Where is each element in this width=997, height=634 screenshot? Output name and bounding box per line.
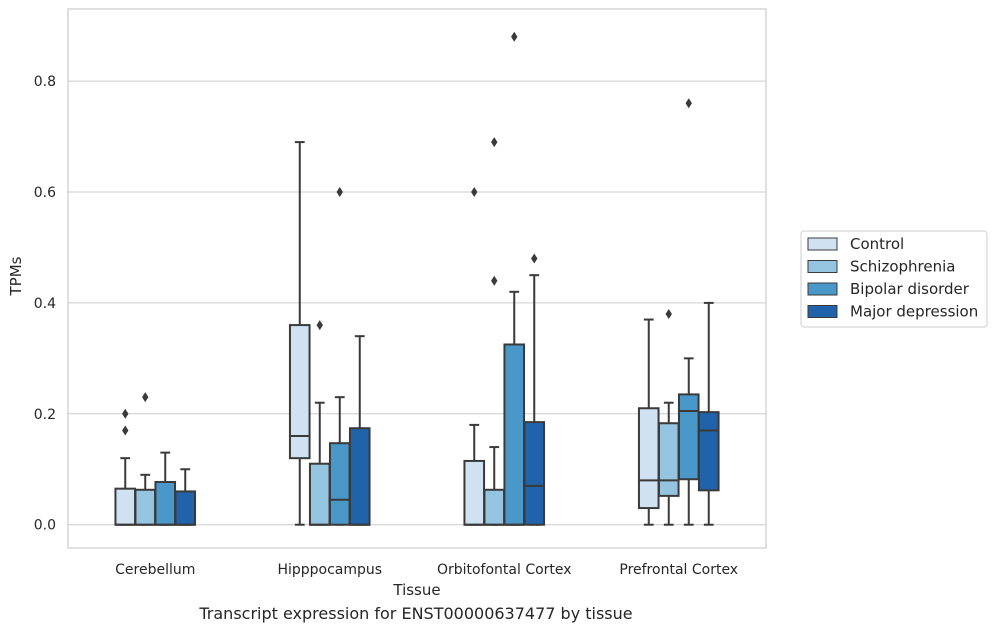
box-major-depression xyxy=(174,468,197,526)
plot-frame xyxy=(67,8,767,549)
box-bipolar-disorder xyxy=(154,451,177,526)
box-iqr xyxy=(657,422,680,497)
box-iqr xyxy=(328,442,351,526)
box-iqr xyxy=(154,481,177,526)
box-iqr xyxy=(677,393,700,481)
x-axis-ticks: Cerebellum Hipppocampus Orbitofontal Corte… xyxy=(115,562,738,578)
box-iqr xyxy=(523,421,546,526)
box-major-depression xyxy=(697,301,720,526)
figure-caption: Transcript expression for ENST0000063747… xyxy=(199,604,633,623)
legend-label: Major depression xyxy=(850,303,978,321)
x-axis-label: Tissue xyxy=(392,581,440,599)
box-iqr xyxy=(134,488,157,526)
box-iqr xyxy=(114,487,137,526)
x-tick-label: Orbitofontal Cortex xyxy=(437,562,572,578)
legend-swatch xyxy=(807,237,838,251)
outlier-point xyxy=(471,186,478,197)
x-tick-label: Hipppocampus xyxy=(277,562,382,578)
box-iqr xyxy=(308,462,331,526)
outlier-point xyxy=(122,408,129,419)
y-tick-label: 0.2 xyxy=(34,407,56,423)
box-schizophrenia xyxy=(308,320,331,526)
box-iqr xyxy=(463,459,486,526)
outlier-point xyxy=(316,320,323,331)
x-tick-label: Prefrontal Cortex xyxy=(619,562,738,578)
outlier-point xyxy=(122,425,129,436)
y-tick-label: 0.6 xyxy=(34,185,56,201)
box-control xyxy=(114,408,137,526)
box-control xyxy=(637,318,660,526)
box-schizophrenia xyxy=(483,137,506,526)
box-iqr xyxy=(348,427,371,526)
outlier-point xyxy=(491,275,498,286)
outlier-point xyxy=(511,31,518,42)
box-schizophrenia xyxy=(134,392,157,526)
box-iqr xyxy=(288,324,311,460)
box-iqr xyxy=(697,411,720,492)
box-control xyxy=(288,141,311,526)
y-tick-label: 0.0 xyxy=(34,518,56,534)
outlier-point xyxy=(531,253,538,264)
outlier-point xyxy=(685,98,692,109)
legend-frame xyxy=(800,230,988,328)
legend: Control Schizophrenia Bipolar disorder Majo… xyxy=(800,230,988,328)
box-iqr xyxy=(503,343,526,526)
legend-swatch xyxy=(807,260,838,273)
legend-label: Bipolar disorder xyxy=(850,280,970,298)
legend-swatch xyxy=(807,282,838,296)
box-control xyxy=(463,186,486,526)
box-iqr xyxy=(174,490,197,526)
y-axis-label: TPMs xyxy=(7,256,25,296)
x-tick-label: Cerebellum xyxy=(115,562,195,578)
box-bipolar-disorder xyxy=(503,31,526,526)
box-iqr xyxy=(483,488,506,526)
box-iqr xyxy=(637,407,660,510)
boxplot-series xyxy=(114,31,720,526)
outlier-point xyxy=(491,137,498,148)
box-bipolar-disorder xyxy=(677,98,700,526)
y-tick-label: 0.4 xyxy=(34,296,56,312)
y-tick-label: 0.8 xyxy=(34,74,56,90)
box-major-depression xyxy=(348,335,371,526)
legend-swatch xyxy=(807,305,838,318)
box-bipolar-disorder xyxy=(328,186,351,526)
outlier-point xyxy=(665,308,672,319)
box-major-depression xyxy=(523,253,546,526)
legend-label: Control xyxy=(850,235,904,253)
y-axis-ticks: 0.0 0.2 0.4 0.6 0.8 xyxy=(34,74,56,534)
outlier-point xyxy=(336,186,343,197)
legend-label: Schizophrenia xyxy=(850,258,955,276)
outlier-point xyxy=(142,392,149,403)
box-schizophrenia xyxy=(657,308,680,526)
